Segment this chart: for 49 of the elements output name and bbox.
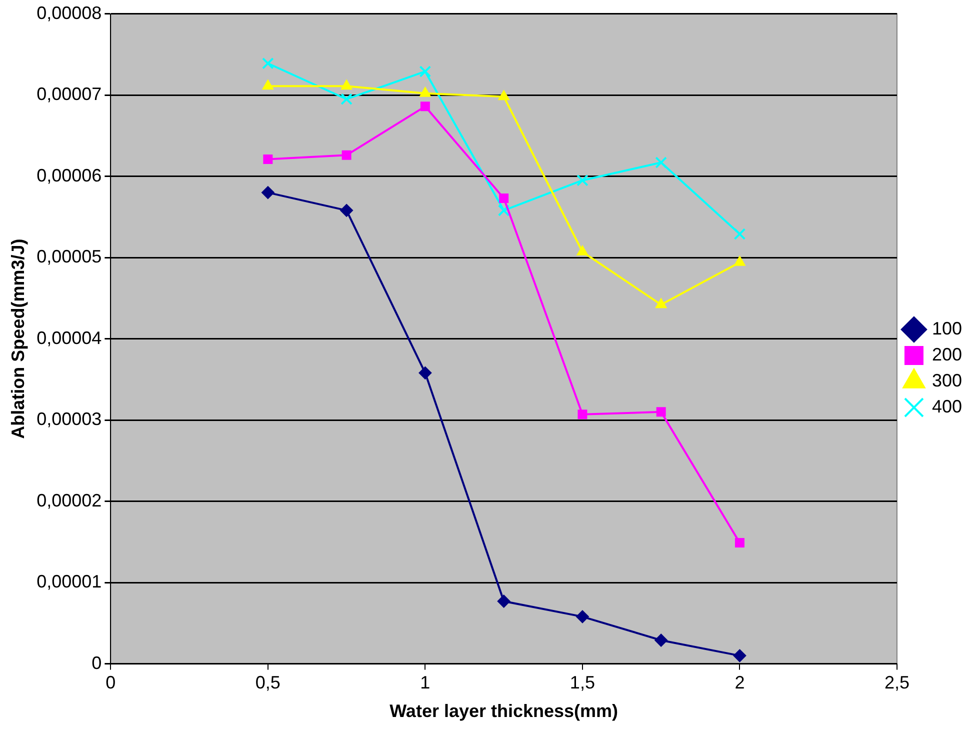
x-tick-label: 0 bbox=[106, 672, 116, 693]
point bbox=[418, 366, 432, 380]
point bbox=[733, 649, 746, 662]
point bbox=[655, 298, 667, 308]
y-tick-label: 0,00006 bbox=[36, 165, 102, 186]
y-tick-label: 0,00003 bbox=[36, 409, 102, 430]
point bbox=[419, 66, 432, 78]
x-axis-title: Water layer thickness(mm) bbox=[390, 701, 618, 722]
y-tick-label: 0,00007 bbox=[36, 84, 102, 104]
point bbox=[655, 156, 668, 168]
y-tick-label: 0,00005 bbox=[36, 246, 102, 267]
point bbox=[420, 102, 430, 112]
point bbox=[261, 186, 274, 200]
point bbox=[656, 407, 666, 417]
point bbox=[576, 245, 588, 256]
point bbox=[340, 93, 353, 106]
x-tick-label: 2 bbox=[734, 672, 745, 693]
point bbox=[419, 86, 431, 97]
x-tick-label: 1 bbox=[420, 672, 430, 693]
point bbox=[576, 174, 588, 186]
y-tick-label: 0,00002 bbox=[36, 490, 102, 510]
point bbox=[578, 410, 588, 420]
point bbox=[576, 610, 589, 624]
legend-label: 300 bbox=[932, 370, 962, 390]
x-tick-label: 1,5 bbox=[570, 672, 595, 693]
legend-label: 400 bbox=[932, 396, 962, 416]
point bbox=[262, 80, 274, 90]
point bbox=[498, 204, 510, 216]
point bbox=[734, 538, 744, 548]
y-tick-label: 0,00004 bbox=[36, 328, 102, 348]
point bbox=[499, 193, 509, 203]
point bbox=[734, 228, 746, 240]
legend-label: 100 bbox=[932, 318, 962, 338]
point bbox=[498, 90, 510, 100]
point bbox=[497, 594, 510, 608]
point bbox=[340, 80, 352, 90]
x-tick-label: 0,5 bbox=[255, 672, 280, 693]
point bbox=[734, 256, 746, 266]
y-tick-label: 0,00008 bbox=[36, 2, 102, 23]
x-tick-label: 2,5 bbox=[884, 672, 910, 693]
y-axis-title: Ablation Speed(mm3/J) bbox=[8, 238, 28, 439]
point bbox=[342, 150, 352, 160]
y-tick-label: 0,00001 bbox=[36, 572, 102, 592]
point bbox=[654, 634, 668, 647]
legend-label: 200 bbox=[932, 344, 962, 364]
point bbox=[262, 57, 274, 70]
point bbox=[263, 154, 273, 164]
point bbox=[340, 204, 354, 217]
y-tick-label: 0 bbox=[92, 652, 102, 673]
